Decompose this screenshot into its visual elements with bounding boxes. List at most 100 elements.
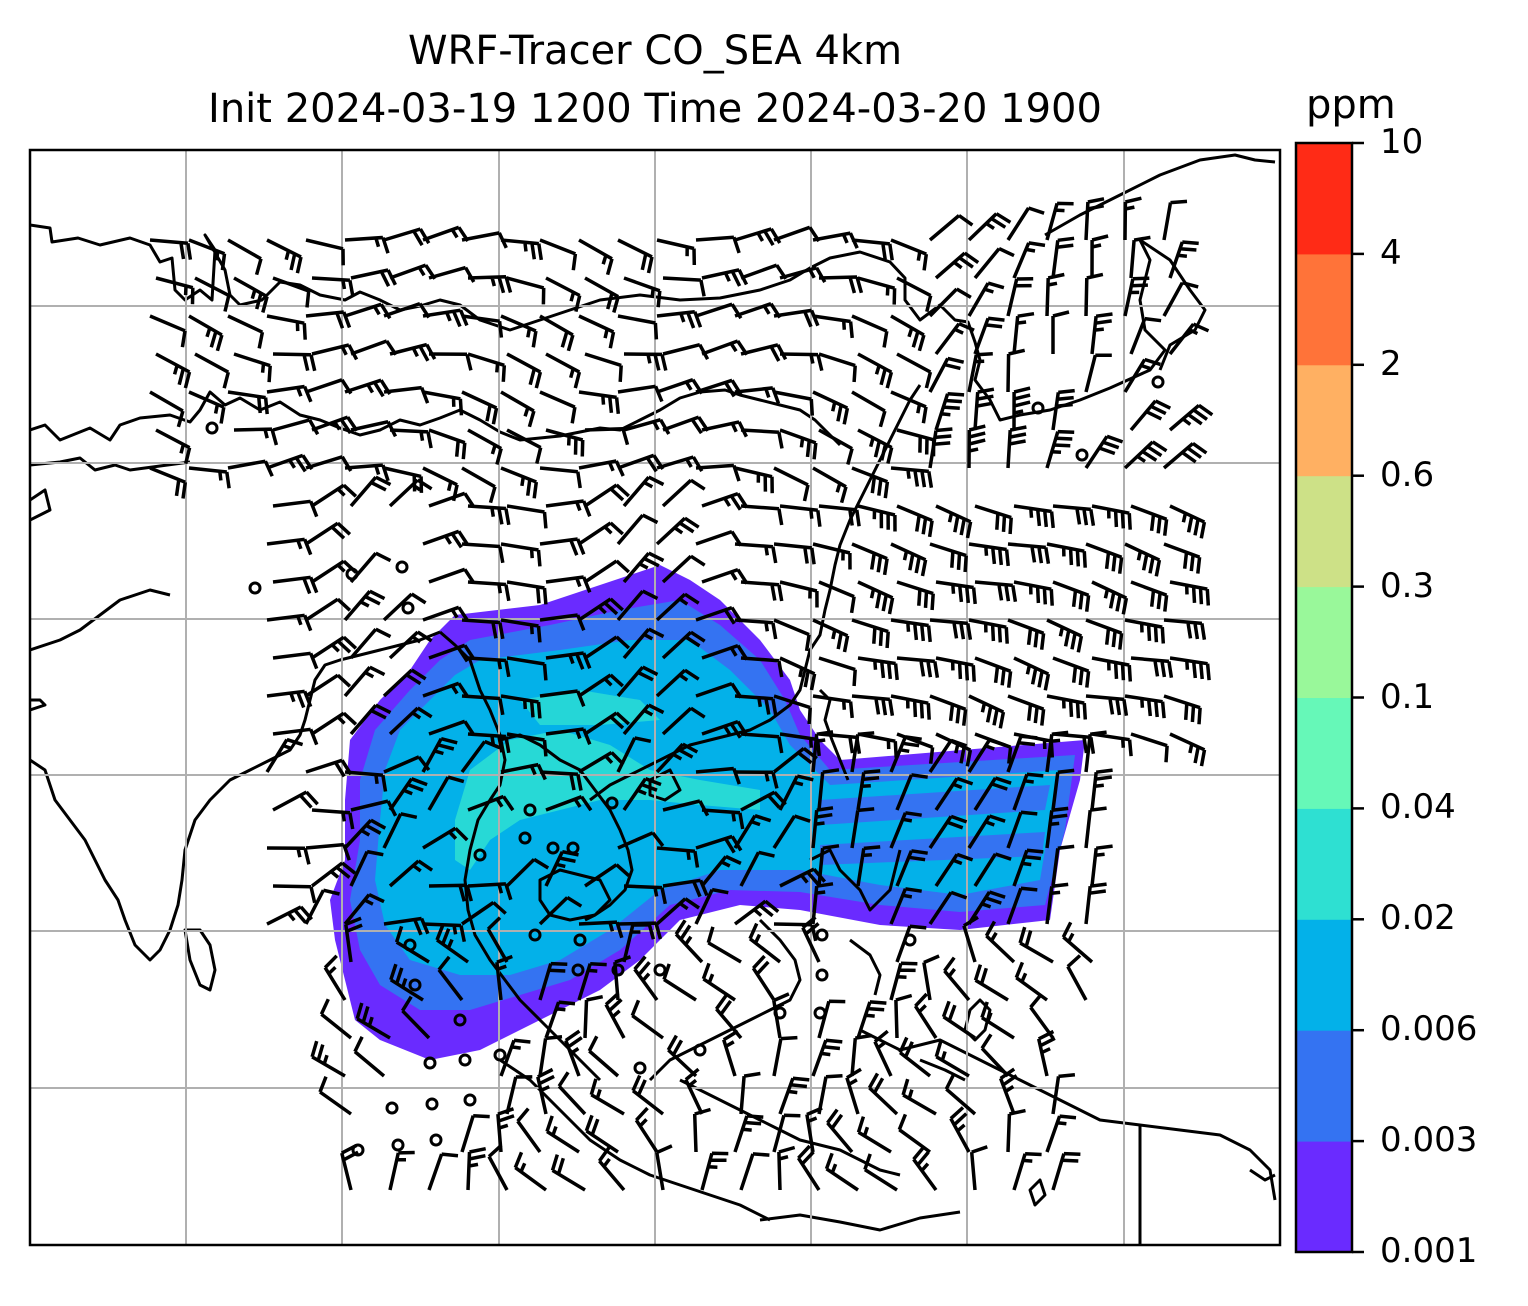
wind-barb xyxy=(1045,1114,1077,1153)
plume-peak-2 xyxy=(520,690,660,725)
calm-wind-marker xyxy=(546,841,560,855)
wind-barb xyxy=(779,504,822,527)
wind-barb xyxy=(722,1029,739,1077)
map-subtitle: Init 2024-03-19 1200 Time 2024-03-20 190… xyxy=(208,86,1102,132)
wind-barb xyxy=(578,920,624,939)
wind-barb xyxy=(506,352,543,389)
wind-barb xyxy=(1012,386,1031,431)
wind-barb xyxy=(973,387,995,431)
wind-barb xyxy=(1084,197,1105,241)
wind-barb xyxy=(850,731,875,773)
wind-barb xyxy=(311,711,358,736)
wind-barb xyxy=(850,807,875,849)
wind-barb xyxy=(461,466,497,504)
calm-wind-marker xyxy=(205,421,219,435)
wind-barb xyxy=(896,504,934,538)
wind-barb xyxy=(912,1145,938,1192)
calm-wind-marker xyxy=(395,560,409,574)
wind-barb xyxy=(545,795,593,812)
wind-barb xyxy=(623,418,671,435)
wind-barb xyxy=(311,415,359,435)
wind-barb xyxy=(389,963,424,1002)
wind-barb xyxy=(1163,618,1207,640)
wind-barb xyxy=(740,428,784,449)
wind-barb xyxy=(461,901,507,926)
wind-barb xyxy=(934,1040,970,1078)
wind-barb xyxy=(578,238,614,276)
wind-barb xyxy=(851,238,894,261)
wind-barb xyxy=(272,418,320,436)
wind-barb xyxy=(389,263,437,280)
wind-barb xyxy=(266,613,313,632)
wind-barb xyxy=(1162,281,1199,317)
wind-barb xyxy=(733,1114,764,1153)
wind-barb xyxy=(266,689,313,709)
calm-wind-marker xyxy=(815,928,829,942)
wind-barb xyxy=(824,1152,859,1192)
calm-wind-marker xyxy=(429,1133,443,1147)
wind-barb xyxy=(779,580,819,608)
wind-barb xyxy=(616,665,659,698)
map-title: WRF-Tracer CO_SEA 4km xyxy=(407,28,903,74)
wind-barb xyxy=(461,542,505,564)
wind-barb xyxy=(674,919,704,964)
colorbar-segment xyxy=(1296,143,1352,255)
wind-barb xyxy=(1045,806,1069,849)
wind-barb xyxy=(998,1067,1018,1115)
wind-barb xyxy=(890,238,929,271)
wind-barb xyxy=(701,962,736,1002)
wind-barb xyxy=(1168,322,1210,356)
wind-barb xyxy=(584,483,630,508)
calm-wind-marker xyxy=(518,831,532,845)
wind-barb xyxy=(851,542,889,576)
colorbar-segment xyxy=(1296,253,1352,366)
wind-barb xyxy=(1045,272,1065,317)
wind-barb xyxy=(323,954,347,1001)
wind-barb xyxy=(656,238,697,266)
wind-barb xyxy=(622,923,650,963)
wind-barb xyxy=(500,542,542,567)
wind-barb xyxy=(856,769,881,811)
wind-barb xyxy=(1085,618,1124,650)
wind-barb xyxy=(968,694,1006,729)
wind-barb xyxy=(350,339,398,356)
wind-barb xyxy=(734,770,779,789)
wind-barb xyxy=(1051,388,1075,431)
wind-barb xyxy=(617,238,654,274)
wind-barb xyxy=(1085,694,1129,716)
wind-barb xyxy=(467,882,513,901)
wind-barb xyxy=(773,390,815,416)
wind-barb xyxy=(772,992,790,1039)
wind-barb xyxy=(505,857,550,888)
wind-barb xyxy=(1124,542,1162,577)
wind-barb xyxy=(506,656,548,681)
wind-barb xyxy=(857,504,897,532)
wind-barb xyxy=(597,1146,626,1192)
wind-barb xyxy=(935,504,973,539)
wind-barb xyxy=(889,887,922,925)
wind-barb xyxy=(896,428,936,457)
wind-barb xyxy=(928,738,968,773)
wind-barb xyxy=(805,1106,823,1153)
wind-barb xyxy=(623,884,668,905)
wind-barb xyxy=(740,504,784,526)
wind-barb xyxy=(656,455,704,472)
wind-barb xyxy=(460,739,501,774)
calm-wind-marker xyxy=(463,1093,477,1107)
wind-barb xyxy=(949,1106,971,1153)
wind-barb xyxy=(305,597,352,622)
wind-barb xyxy=(1124,618,1166,644)
wind-barb xyxy=(778,774,814,811)
wind-barb xyxy=(583,994,604,1039)
wind-barb xyxy=(310,1040,346,1078)
wind-barb xyxy=(1084,730,1107,773)
wind-barb xyxy=(388,706,433,736)
wind-barb xyxy=(773,466,810,502)
wind-barb xyxy=(616,736,652,773)
wind-barb xyxy=(155,276,195,305)
wind-barb xyxy=(973,316,1005,355)
wind-barb xyxy=(1163,542,1202,574)
wind-barb xyxy=(890,694,931,720)
wind-barb xyxy=(577,961,607,1001)
wind-barb xyxy=(739,1152,770,1191)
